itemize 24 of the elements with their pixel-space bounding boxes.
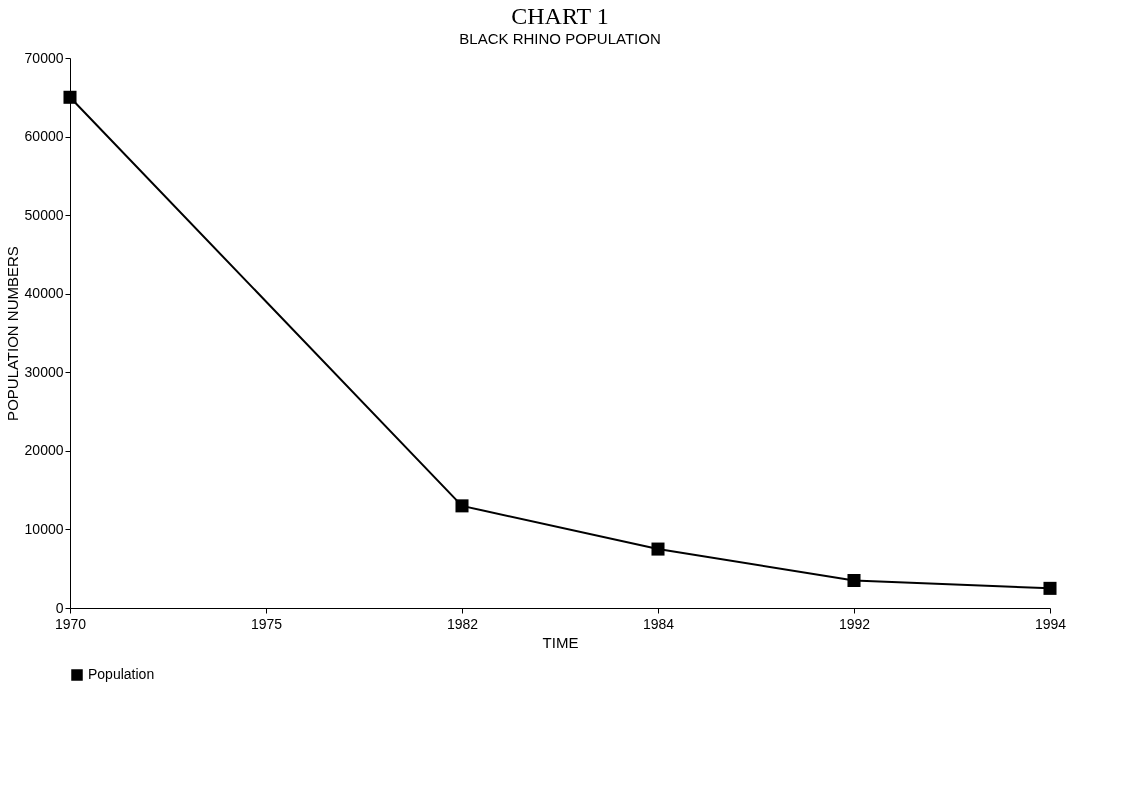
y-tick-label: 10000 bbox=[24, 520, 64, 537]
chart-title: CHART 1 bbox=[511, 3, 609, 29]
y-tick-label: 50000 bbox=[24, 206, 64, 223]
x-tick-label: 1970 bbox=[54, 615, 87, 632]
legend-label: Population bbox=[88, 666, 155, 682]
y-tick-label: 70000 bbox=[24, 49, 64, 66]
x-tick-label: 1982 bbox=[446, 615, 479, 632]
point bbox=[1043, 581, 1057, 595]
point bbox=[455, 499, 469, 513]
x-tick-label: 1984 bbox=[642, 615, 675, 632]
x-tick-label: 1994 bbox=[1034, 615, 1067, 632]
y-tick-label: 30000 bbox=[24, 363, 64, 380]
point bbox=[847, 573, 861, 588]
x-axis-title: TIME bbox=[542, 633, 579, 651]
y-axis-title: POPULATION NUMBERS bbox=[3, 246, 21, 421]
x-tick-label: 1992 bbox=[838, 615, 871, 632]
point bbox=[651, 542, 665, 556]
y-tick-label: 0 bbox=[55, 599, 64, 616]
x-tick-label: 1975 bbox=[250, 615, 283, 632]
point bbox=[63, 90, 77, 104]
chart-subtitle: BLACK RHINO POPULATION bbox=[459, 30, 661, 47]
y-tick-label: 60000 bbox=[24, 128, 64, 145]
y-tick-label: 20000 bbox=[24, 442, 64, 459]
y-tick-label: 40000 bbox=[24, 285, 64, 302]
